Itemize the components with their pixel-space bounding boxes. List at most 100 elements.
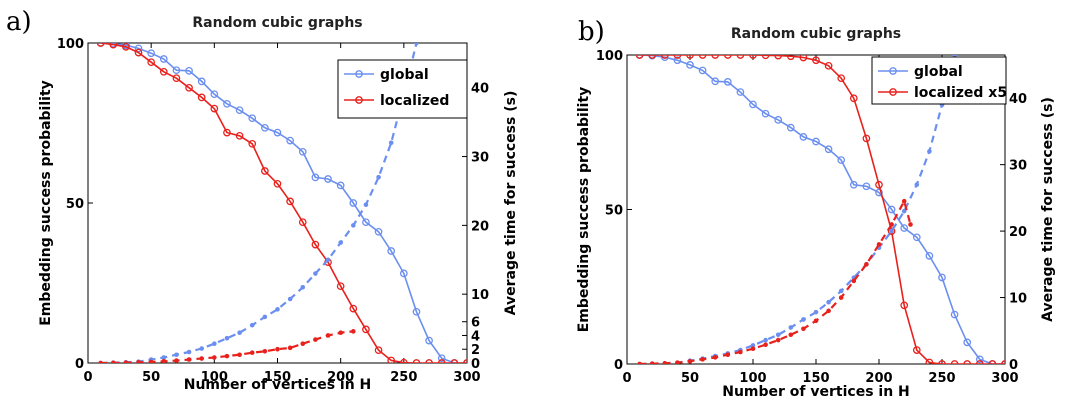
y-tick-label: 50 — [66, 197, 84, 212]
y2-tick-label: 20 — [471, 219, 489, 234]
y2-axis-label: Average time for success (s) — [1040, 97, 1056, 322]
chart-title: Random cubic graphs — [731, 26, 901, 42]
series-red-dashed-point — [788, 332, 794, 338]
series-global-point — [761, 109, 770, 118]
series-localized-x5-point — [988, 360, 997, 364]
series-red-dashed-line — [639, 198, 912, 364]
series-global-point — [147, 49, 156, 58]
series-localized-x5-point — [749, 55, 757, 59]
series-global-point — [197, 77, 206, 86]
series-localized-x5-point — [875, 180, 883, 189]
series-localized-point — [349, 304, 358, 313]
data-layer — [635, 55, 1005, 364]
series-localized-point — [273, 179, 282, 188]
y-tick-label: 100 — [57, 37, 84, 52]
y2-tick-label: 6 — [471, 316, 480, 331]
series-localized-point — [185, 83, 193, 92]
x-tick-label: 100 — [201, 370, 228, 385]
series-red-dashed-point — [901, 198, 907, 204]
series-global-point — [975, 355, 984, 364]
series-blue-dashed-point — [763, 337, 768, 343]
panel-letter: b) — [578, 17, 605, 47]
series-localized-x5-point — [975, 360, 984, 364]
series-blue-dashed-point — [186, 349, 192, 355]
series-red-dashed-point — [908, 222, 913, 227]
series-localized-x5-point — [837, 74, 846, 83]
series-global-line — [639, 55, 1005, 364]
series-red-dashed-point — [851, 278, 857, 284]
series-red-dashed-point — [237, 352, 242, 358]
series-localized-point — [311, 240, 320, 249]
series-red-dashed-point — [801, 326, 806, 332]
series-global-point — [273, 128, 282, 137]
y2-tick-label: 0 — [1009, 358, 1018, 373]
series-global-point — [311, 173, 320, 182]
series-localized-x5-point — [736, 55, 745, 59]
series-localized-point — [235, 131, 244, 140]
series-localized-x5-point — [786, 55, 795, 61]
series-red-dashed-point — [224, 353, 230, 359]
x-tick-label: 150 — [802, 371, 829, 386]
y2-tick-label: 2 — [471, 343, 480, 358]
series-blue-dashed-point — [237, 330, 242, 336]
series-red-dashed-point — [123, 360, 129, 363]
series-red-dashed-point — [687, 359, 693, 364]
series-blue-dashed-point — [388, 140, 394, 146]
series-localized-point — [210, 104, 219, 113]
y-tick-label: 100 — [596, 49, 623, 64]
series-blue-dashed-point — [174, 352, 179, 358]
series-global-point — [698, 66, 707, 75]
series-red-dashed-point — [136, 360, 141, 363]
legend-entry: global — [380, 67, 429, 83]
series-localized-point — [109, 43, 118, 49]
series-red-dashed-point — [98, 360, 103, 363]
series-red-dashed-point — [675, 360, 680, 364]
series-localized-point — [261, 167, 269, 175]
series-red-dashed-point — [351, 329, 356, 334]
y2-axis-label: Average time for success (s) — [503, 91, 519, 316]
series-localized-point — [387, 356, 396, 363]
series-global-point — [374, 227, 383, 236]
series-blue-dashed-point — [275, 307, 280, 312]
series-red-dashed-point — [212, 355, 217, 360]
series-global-point — [875, 188, 883, 197]
series-global-point — [824, 145, 833, 154]
series-red-dashed-point — [249, 350, 255, 355]
y-axis-label: Embedding success probability — [38, 80, 54, 326]
series-localized-x5-point — [698, 55, 707, 59]
series-global-point — [349, 199, 358, 207]
series-localized-x5-point — [950, 360, 959, 364]
series-blue-dashed-point — [212, 341, 217, 347]
series-red-dashed-point — [889, 222, 894, 227]
series-red-dashed-point — [750, 346, 756, 352]
series-red-dashed-point — [174, 358, 179, 363]
series-blue-dashed-point — [224, 335, 230, 341]
series-global-point — [324, 175, 332, 183]
series-localized-point — [437, 359, 446, 363]
x-tick-label: 100 — [739, 371, 766, 386]
x-tick-label: 300 — [453, 370, 480, 385]
series-blue-dashed-point — [199, 346, 204, 351]
series-red-dashed-point — [637, 361, 642, 364]
series-blue-dashed-point — [750, 343, 756, 348]
series-blue-dashed-point — [914, 182, 920, 187]
series-global-point — [963, 338, 972, 347]
series-red-dashed-point — [287, 345, 293, 351]
series-localized-point — [374, 346, 383, 355]
series-blue-dashed-point — [813, 309, 819, 315]
series-global-point — [412, 307, 421, 316]
series-localized-point — [450, 359, 459, 363]
y2-tick-label: 0 — [471, 357, 480, 372]
series-global-point — [912, 233, 921, 242]
series-localized-x5-point — [900, 301, 909, 310]
series-global-point — [185, 66, 193, 75]
series-blue-dashed-point — [287, 296, 293, 302]
legend-swatch-marker — [355, 70, 363, 78]
series-localized-x5-point — [761, 55, 770, 60]
legend-swatch-marker — [889, 67, 897, 75]
series-red-dashed-point — [712, 355, 718, 360]
series-blue-dashed-point — [788, 325, 794, 330]
series-localized-point — [172, 74, 181, 83]
series-global-point — [437, 354, 446, 363]
